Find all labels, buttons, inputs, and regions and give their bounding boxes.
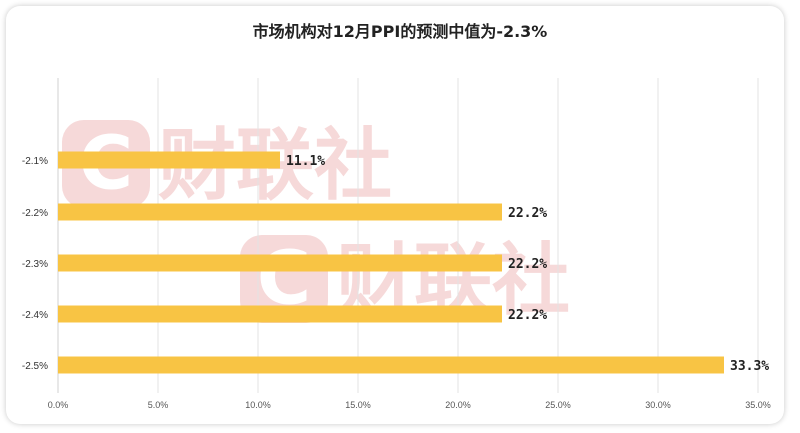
category-label: -2.1% <box>22 156 48 167</box>
x-tick-label: 20.0% <box>445 400 471 410</box>
x-tick-label: 25.0% <box>545 400 571 410</box>
chart-title: 市场机构对12月PPI的预测中值为-2.3% <box>252 22 548 41</box>
bar <box>58 203 502 221</box>
x-tick-label: 35.0% <box>745 400 771 410</box>
x-tick-label: 10.0% <box>245 400 271 410</box>
category-label: -2.3% <box>22 259 48 270</box>
bar <box>58 254 502 272</box>
category-label: -2.2% <box>22 208 48 219</box>
bars <box>58 151 724 374</box>
x-tick-label: 0.0% <box>48 400 69 410</box>
data-label: 22.2% <box>508 257 547 272</box>
x-tick-label: 5.0% <box>148 400 169 410</box>
labels: 0.0% 5.0% 10.0% 15.0% 20.0% 25.0% 30.0% 35.0% -2… <box>22 154 771 410</box>
bar <box>58 305 502 323</box>
data-label: 22.2% <box>508 206 547 221</box>
x-tick-label: 15.0% <box>345 400 371 410</box>
data-label: 33.3% <box>730 359 769 374</box>
data-label: 11.1% <box>286 154 325 169</box>
bar <box>58 151 280 169</box>
data-label: 22.2% <box>508 308 547 323</box>
category-label: -2.4% <box>22 310 48 321</box>
watermark-layer: C财联社C财联社 <box>62 120 570 326</box>
category-label: -2.5% <box>22 361 48 372</box>
gridlines <box>57 78 759 393</box>
x-tick-label: 30.0% <box>645 400 671 410</box>
bar <box>58 356 724 374</box>
